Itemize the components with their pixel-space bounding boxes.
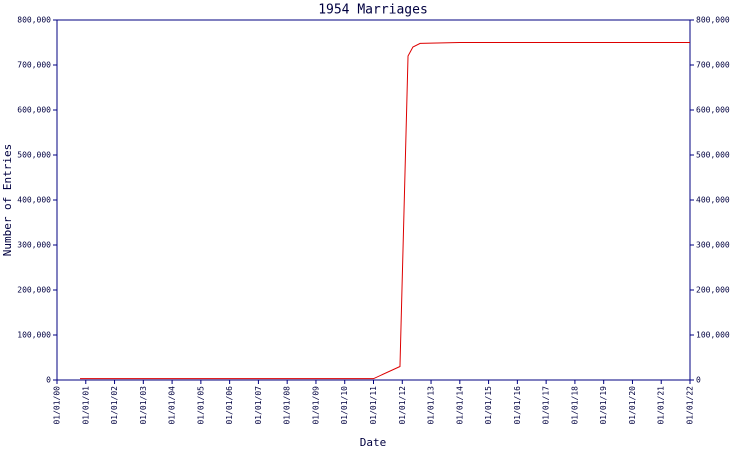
y-tick-label: 200,000	[17, 286, 51, 295]
y-tick-label: 500,000	[17, 151, 51, 160]
y-tick-label: 800,000	[17, 16, 51, 25]
x-tick-label: 01/01/08	[283, 386, 292, 425]
chart-title: 1954 Marriages	[318, 3, 428, 18]
x-tick-label: 01/01/12	[398, 386, 407, 425]
x-tick-label: 01/01/04	[168, 386, 177, 425]
x-tick-label: 01/01/10	[340, 386, 349, 425]
y2-tick-label: 800,000	[696, 16, 730, 25]
x-tick-label: 01/01/14	[455, 386, 464, 425]
line-series	[80, 42, 690, 380]
x-tick-label: 01/01/03	[139, 386, 148, 425]
x-tick-label: 01/01/02	[110, 386, 119, 425]
x-tick-label: 01/01/09	[311, 386, 320, 425]
x-tick-label: 01/01/00	[53, 386, 62, 425]
y2-tick-label: 600,000	[696, 106, 730, 115]
y2-tick-label: 500,000	[696, 151, 730, 160]
y-tick-label: 0	[46, 376, 51, 385]
x-tick-label: 01/01/19	[599, 386, 608, 425]
x-tick-label: 01/01/15	[484, 386, 493, 425]
y2-tick-label: 200,000	[696, 286, 730, 295]
x-axis-title: Date	[360, 436, 387, 449]
y-tick-label: 400,000	[17, 196, 51, 205]
x-tick-label: 01/01/21	[657, 386, 666, 425]
x-tick-label: 01/01/22	[686, 386, 695, 425]
y2-tick-label: 100,000	[696, 331, 730, 340]
y2-tick-label: 400,000	[696, 196, 730, 205]
x-tick-label: 01/01/16	[513, 386, 522, 425]
y2-tick-label: 300,000	[696, 241, 730, 250]
x-tick-label: 01/01/20	[628, 386, 637, 425]
x-tick-label: 01/01/01	[81, 386, 90, 425]
x-tick-label: 01/01/06	[225, 386, 234, 425]
x-tick-label: 01/01/13	[427, 386, 436, 425]
x-tick-label: 01/01/11	[369, 386, 378, 425]
y2-tick-label: 700,000	[696, 61, 730, 70]
y-tick-label: 100,000	[17, 331, 51, 340]
y-tick-label: 600,000	[17, 106, 51, 115]
y2-tick-label: 0	[696, 376, 701, 385]
y-tick-label: 300,000	[17, 241, 51, 250]
x-tick-label: 01/01/17	[542, 386, 551, 425]
x-tick-label: 01/01/07	[254, 386, 263, 425]
x-tick-label: 01/01/05	[196, 386, 205, 425]
y-tick-label: 700,000	[17, 61, 51, 70]
x-tick-label: 01/01/18	[570, 386, 579, 425]
y-axis-title: Number of Entries	[1, 144, 14, 257]
